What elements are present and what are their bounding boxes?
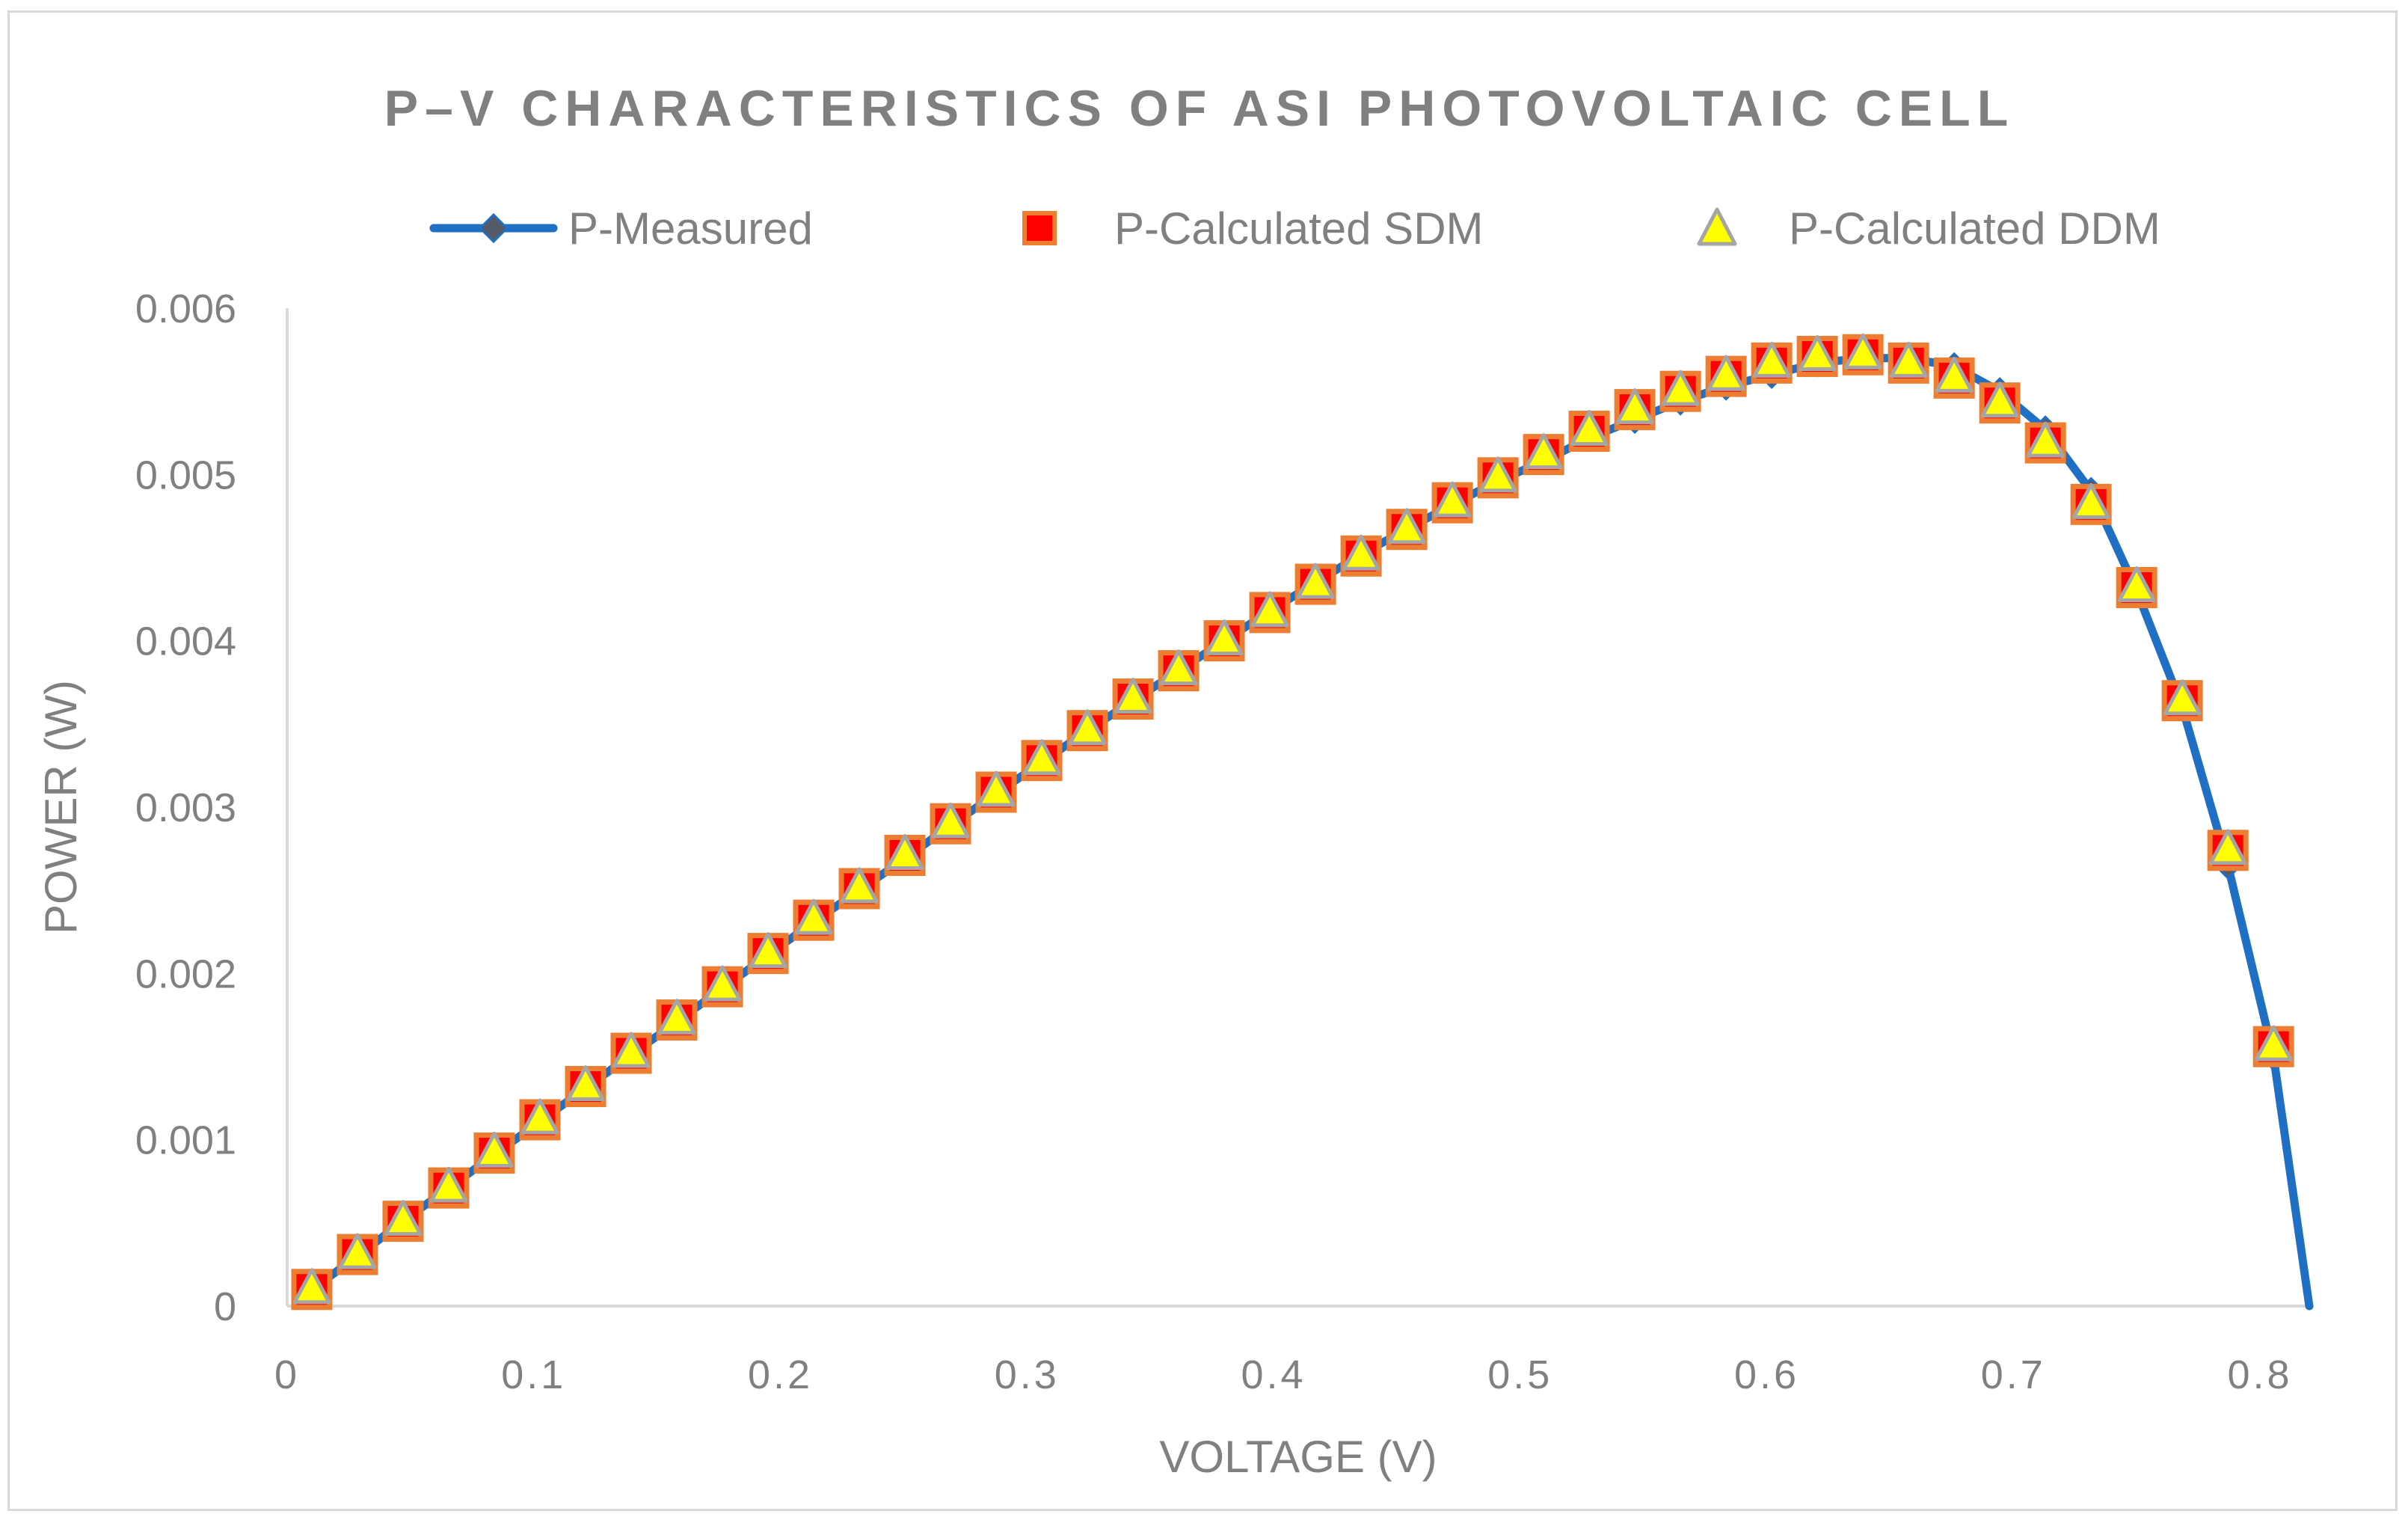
ddm-point	[1022, 739, 1061, 776]
x-tick-label: 0.4	[1241, 1352, 1306, 1397]
series-sdm	[291, 334, 2294, 1311]
ddm-point	[794, 898, 833, 935]
ddm-point	[1342, 534, 1380, 571]
legend-item-measured: P-Measured	[429, 203, 813, 254]
ddm-point	[2208, 829, 2247, 865]
y-tick-label: 0.004	[135, 619, 236, 664]
ddm-point	[1205, 619, 1244, 656]
ddm-point	[384, 1200, 423, 1237]
y-tick-labels: 0 0.001 0.002 0.003 0.004 0.005 0.006	[135, 286, 236, 1329]
ddm-point	[520, 1098, 559, 1135]
legend: P-Measured P-Calculated SDM P-Calculated…	[429, 203, 2160, 254]
ddm-point	[612, 1032, 651, 1068]
ddm-point	[338, 1233, 377, 1269]
y-axis-title: POWER (W)	[36, 680, 86, 934]
ddm-point	[1478, 456, 1517, 493]
measured-line	[307, 354, 2314, 1311]
ddm-point	[1068, 709, 1107, 746]
ddm-point	[429, 1166, 468, 1203]
series-measured	[297, 343, 2314, 1311]
ddm-point	[1980, 381, 2019, 418]
x-tick-label: 0.6	[1734, 1352, 1799, 1397]
x-tick-label: 0.3	[995, 1352, 1060, 1397]
ddm-point	[1752, 341, 1791, 378]
ddm-point	[703, 965, 742, 1002]
ddm-point	[1889, 341, 1928, 378]
y-tick-label: 0.003	[135, 785, 236, 830]
x-axis-title: VOLTAGE (V)	[1159, 1432, 1437, 1482]
x-tick-label: 0	[274, 1352, 300, 1397]
ddm-point	[2254, 1025, 2293, 1061]
ddm-point	[2071, 482, 2110, 519]
ddm-point	[1296, 563, 1335, 599]
ddm-point	[2163, 679, 2202, 716]
ddm-point	[566, 1065, 605, 1102]
chart-frame	[7, 10, 2398, 1511]
ddm-point	[749, 932, 787, 969]
ddm-point	[1524, 433, 1563, 470]
chart-title: P–V CHARACTERISTICS OF ASI PHOTOVOLTAIC …	[384, 80, 2015, 137]
legend-sdm-square	[1022, 211, 1057, 245]
ddm-point	[657, 999, 696, 1035]
legend-measured-diamond	[478, 212, 509, 244]
ddm-point	[1433, 481, 1472, 518]
ddm-point	[1570, 410, 1609, 447]
series-ddm	[292, 333, 2293, 1305]
x-tick-label: 0.7	[1981, 1352, 2046, 1397]
ddm-point	[1387, 508, 1426, 545]
x-tick-label: 0.1	[501, 1352, 566, 1397]
ddm-point	[2026, 421, 2065, 458]
ddm-point	[931, 802, 970, 839]
ddm-point	[977, 770, 1016, 807]
legend-label-measured: P-Measured	[568, 203, 813, 254]
ddm-point	[292, 1268, 331, 1305]
y-tick-label: 0.001	[135, 1118, 236, 1163]
x-tick-labels: 0 0.1 0.2 0.3 0.4 0.5 0.6 0.7 0.8	[274, 1352, 2293, 1397]
legend-ddm-triangle	[1697, 207, 1737, 246]
y-tick-label: 0.005	[135, 453, 236, 497]
ddm-point	[885, 833, 924, 870]
legend-item-ddm: P-Calculated DDM	[1697, 203, 2160, 254]
ddm-point	[1935, 356, 1974, 393]
x-tick-label: 0.2	[748, 1352, 813, 1397]
ddm-point	[475, 1131, 514, 1168]
y-tick-label: 0.006	[135, 286, 236, 331]
y-tick-label: 0	[214, 1284, 236, 1329]
ddm-point	[1707, 355, 1745, 391]
ddm-point	[1661, 370, 1700, 406]
y-tick-label: 0.002	[135, 952, 236, 996]
ddm-point	[1250, 591, 1289, 628]
legend-label-sdm: P-Calculated SDM	[1114, 203, 1484, 254]
ddm-point	[1615, 388, 1654, 425]
ddm-point	[1159, 649, 1198, 686]
x-tick-label: 0.8	[2228, 1352, 2293, 1397]
legend-label-ddm: P-Calculated DDM	[1789, 203, 2160, 254]
ddm-point	[1843, 333, 1882, 370]
ddm-point	[1114, 677, 1152, 714]
ddm-point	[1798, 334, 1837, 371]
ddm-point	[840, 867, 879, 904]
legend-item-sdm: P-Calculated SDM	[1022, 203, 1484, 254]
ddm-point	[2117, 566, 2156, 603]
x-tick-label: 0.5	[1487, 1352, 1552, 1397]
